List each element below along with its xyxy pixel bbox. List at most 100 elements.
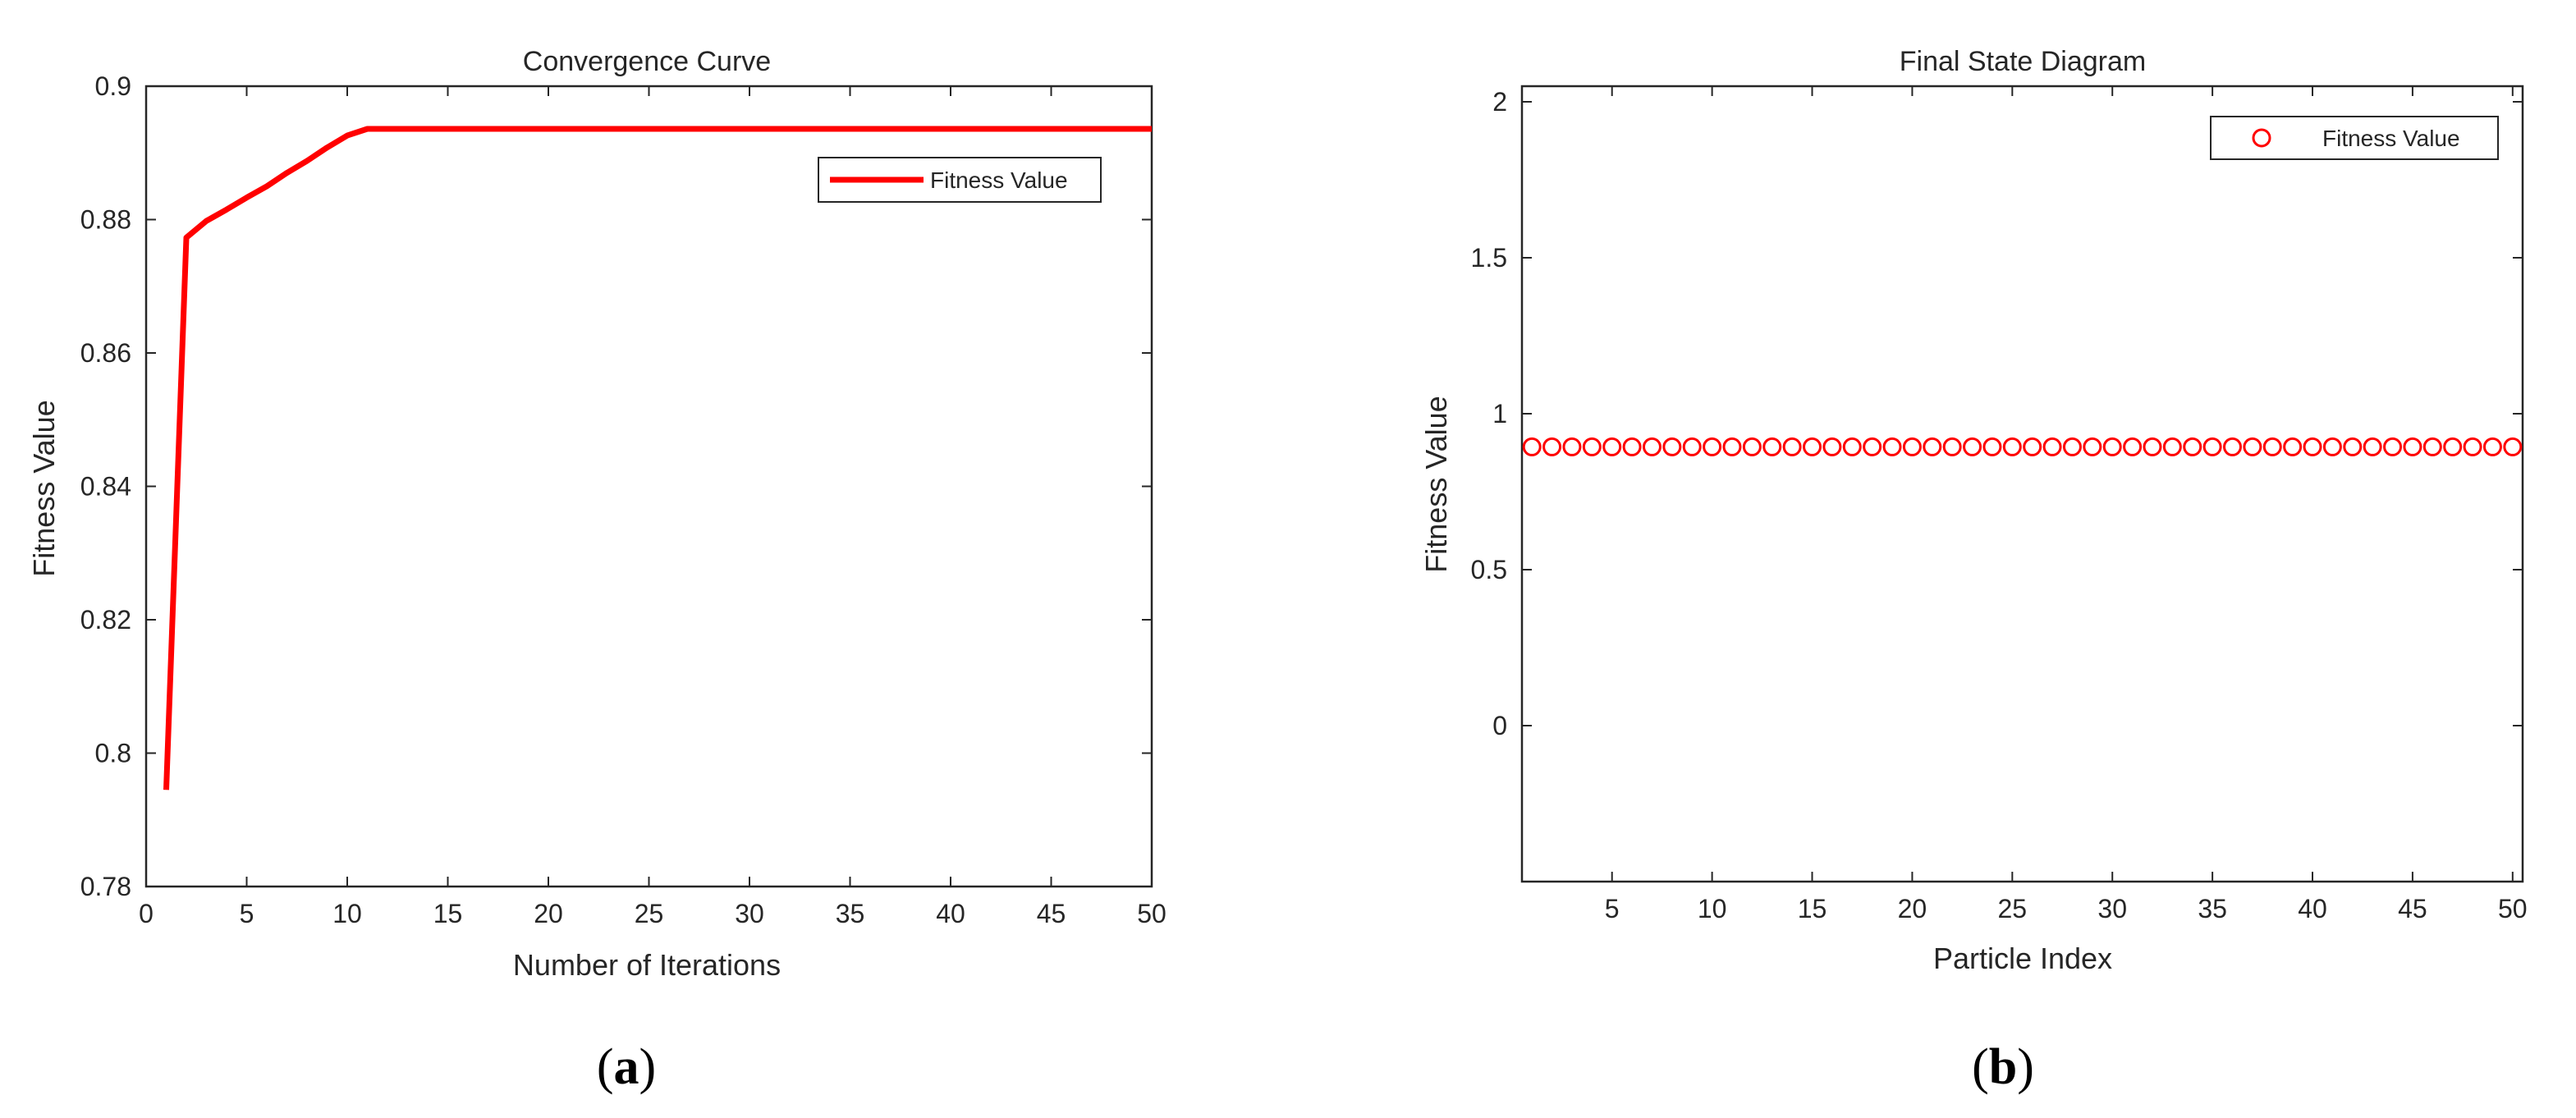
y-tick-label: 0.9 [95,71,131,101]
data-point [1982,437,2002,456]
data-point [1682,437,1702,456]
x-tick-label: 35 [836,899,865,928]
data-point [1522,437,1542,456]
data-point [2183,437,2202,456]
y-tick-label: 0.86 [80,338,131,368]
data-point [2503,437,2523,456]
y-tick-label: 1.5 [1471,243,1507,273]
data-point [2042,437,2062,456]
axes-box [144,85,1153,888]
data-point [2403,437,2422,456]
data-point [2303,437,2322,456]
data-point [1722,437,1742,456]
x-tick-label: 30 [735,899,764,928]
plot-area [1520,85,2524,883]
data-point [1803,437,1822,456]
y-tick-label: 0.78 [80,872,131,901]
legend: Fitness Value [2210,116,2499,160]
legend-marker-swatch [2252,128,2271,148]
data-point [2383,437,2403,456]
data-point [2422,437,2442,456]
data-point [2202,437,2222,456]
y-tick-label: 1 [1492,399,1507,428]
x-tick-label: 5 [1605,894,1620,923]
y-tick-label: 0.82 [80,605,131,635]
data-point [1602,437,1622,456]
data-point [1662,437,1682,456]
y-axis-label: Fitness Value [27,400,61,576]
data-point [2322,437,2342,456]
x-tick-labels: 5 10 15 20 25 30 35 40 45 50 [1605,86,2528,923]
x-tick-label: 50 [2498,894,2528,923]
y-tick-label: 0.88 [80,205,131,235]
x-tick-labels: 0 5 10 15 20 25 30 35 40 45 50 [139,86,1167,928]
data-point [2482,437,2502,456]
data-point [1562,437,1582,456]
data-point [2443,437,2463,456]
y-tick-labels: 0.78 0.8 0.82 0.84 0.86 0.88 0.9 [80,71,1152,901]
y-tick-label: 0.8 [95,739,131,768]
series-line [163,126,1152,790]
data-point [1542,437,1562,456]
data-point [1963,437,1982,456]
plot-area [144,85,1153,888]
y-tick-label: 2 [1492,87,1507,117]
x-tick-label: 15 [433,899,463,928]
x-tick-label: 45 [1037,899,1066,928]
chart-title: Convergence Curve [523,46,771,77]
data-point [2123,437,2143,456]
x-tick-label: 50 [1137,899,1167,928]
data-point [1742,437,1762,456]
data-point [1882,437,1902,456]
data-point [1822,437,1842,456]
legend-box [2210,116,2499,160]
data-point [2002,437,2022,456]
data-point [2283,437,2303,456]
data-point [1642,437,1662,456]
data-point [1923,437,1942,456]
x-tick-label: 10 [1698,894,1727,923]
x-tick-label: 0 [139,899,154,928]
data-point [1842,437,1862,456]
data-point [2463,437,2482,456]
x-tick-label: 40 [936,899,965,928]
data-point [2062,437,2082,456]
axes-box [1520,85,2524,883]
panel-label: (b) [1972,1039,2034,1095]
data-point [2162,437,2182,456]
data-point [1762,437,1782,456]
legend: Fitness Value [818,157,1102,203]
data-point [2343,437,2363,456]
x-tick-label: 35 [2198,894,2227,923]
legend-label: Fitness Value [930,167,1068,193]
x-tick-label: 40 [2298,894,2327,923]
final-state-chart: Final State Diagram 5 10 15 20 25 30 35 40 45 50 … [1419,46,2528,1095]
data-point [2243,437,2262,456]
y-axis-label: Fitness Value [1419,396,1453,572]
x-axis-label: Particle Index [1933,942,2112,975]
data-point [2083,437,2102,456]
data-point [2262,437,2282,456]
y-tick-labels: 0 0.5 1 1.5 2 [1471,87,2523,740]
data-point [1782,437,1802,456]
data-point [1863,437,1882,456]
convergence-chart: Convergence Curve 0 5 10 15 20 25 30 35 40 45 50 0… [27,46,1167,1095]
x-tick-label: 25 [635,899,664,928]
data-point [2222,437,2242,456]
x-tick-label: 20 [534,899,563,928]
data-point [2023,437,2042,456]
chart-title: Final State Diagram [1900,46,2146,77]
data-point [1902,437,1922,456]
data-point [2363,437,2382,456]
y-tick-label: 0.84 [80,472,131,502]
legend-label: Fitness Value [2322,126,2460,151]
x-tick-label: 45 [2398,894,2427,923]
data-point [1942,437,1962,456]
x-tick-label: 25 [1998,894,2028,923]
data-point [1703,437,1722,456]
x-tick-label: 10 [332,899,362,928]
y-tick-label: 0.5 [1471,555,1507,584]
data-point [1622,437,1642,456]
x-tick-label: 20 [1898,894,1927,923]
